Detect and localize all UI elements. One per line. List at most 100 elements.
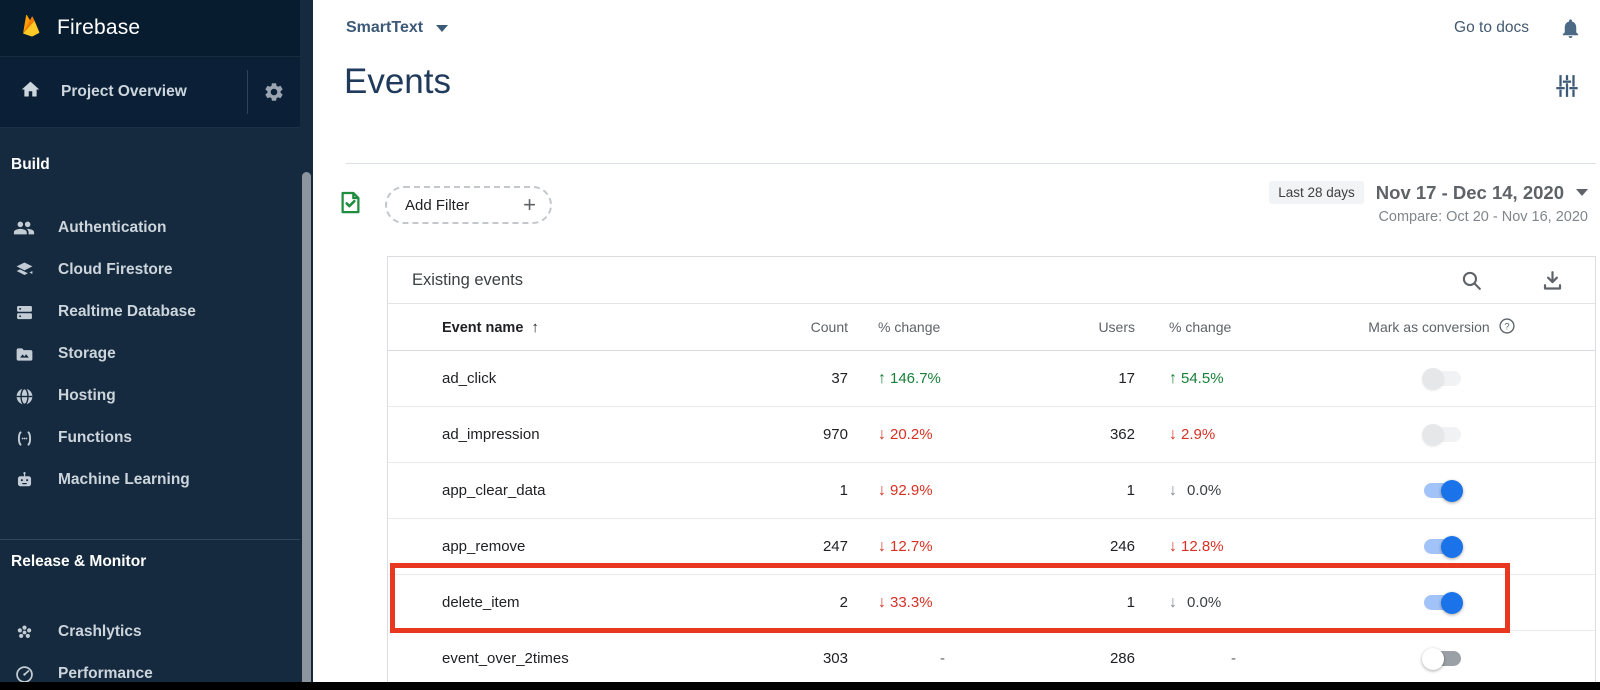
storage-folder-icon	[13, 343, 35, 365]
toggle-knob	[1421, 647, 1444, 670]
count-value: 303	[822, 650, 848, 667]
count-change: ↓ 12.7%	[878, 537, 933, 556]
firestore-icon	[13, 259, 35, 281]
event-name: ad_click	[442, 370, 497, 387]
help-question-icon[interactable]: ?	[1498, 317, 1516, 338]
database-icon	[13, 301, 35, 323]
toggle-knob	[1440, 591, 1463, 614]
go-to-docs-link[interactable]: Go to docs	[1454, 19, 1529, 36]
users-value: 286	[1109, 650, 1135, 667]
crashlytics-icon	[13, 621, 35, 643]
sort-ascending-icon[interactable]: ↑	[531, 318, 539, 336]
bottom-letterbox-bar	[0, 682, 1600, 690]
table-row: ad_impression 970 ↓ 20.2% 362 ↓ 2.9%	[388, 407, 1595, 463]
col-users: Users	[1098, 319, 1135, 335]
table-row: event_over_2times 303 - 286 -	[388, 631, 1595, 687]
project-overview-row[interactable]: Project Overview	[0, 57, 300, 128]
project-selector[interactable]: SmartText	[346, 19, 449, 37]
add-filter-button[interactable]: Add Filter +	[385, 186, 552, 224]
conversion-toggle[interactable]	[1421, 367, 1461, 390]
count-change: ↓ 92.9%	[878, 481, 933, 500]
table-row-highlighted: delete_item 2 ↓ 33.3% 1 ↓ 0.0%	[388, 575, 1595, 631]
sidebar-item-realtime-database[interactable]: Realtime Database	[0, 291, 300, 333]
users-change: ↑ 54.5%	[1169, 369, 1224, 388]
toggle-knob	[1440, 479, 1463, 502]
users-change: ↓ 12.8%	[1169, 537, 1224, 556]
sidebar-item-machine-learning[interactable]: Machine Learning	[0, 459, 300, 501]
col-users-change: % change	[1169, 319, 1232, 335]
col-mark-as-conversion: Mark as conversion	[1368, 319, 1490, 335]
section-label-build: Build	[11, 156, 50, 173]
trend-arrow-icon: ↓	[878, 537, 886, 555]
users-value: 1	[1126, 482, 1135, 499]
conversion-toggle[interactable]	[1423, 535, 1463, 558]
table-row: app_clear_data 1 ↓ 92.9% 1 ↓ 0.0%	[388, 463, 1595, 519]
brand-label: Firebase	[57, 16, 141, 39]
count-value: 247	[822, 538, 848, 555]
count-value: 970	[822, 426, 848, 443]
sidebar-item-hosting[interactable]: Hosting	[0, 375, 300, 417]
conversion-toggle[interactable]	[1423, 591, 1463, 614]
count-change: ↑ 146.7%	[878, 369, 941, 388]
sidebar-section-divider	[0, 539, 300, 540]
users-value: 1	[1126, 594, 1135, 611]
users-change: ↓ 2.9%	[1169, 425, 1216, 444]
toggle-knob	[1421, 367, 1444, 390]
data-quality-check-icon[interactable]	[337, 189, 364, 221]
toggle-knob	[1440, 535, 1463, 558]
sidebar-item-cloud-firestore[interactable]: Cloud Firestore	[0, 249, 300, 291]
sidebar-item-crashlytics[interactable]: Crashlytics	[0, 611, 300, 653]
sidebar-item-performance[interactable]: Performance	[0, 653, 300, 690]
users-change: ↓ 0.0%	[1169, 481, 1222, 500]
table-row: ad_click 37 ↑ 146.7% 17 ↑ 54.5%	[388, 351, 1595, 407]
scrollbar-thumb[interactable]	[302, 172, 311, 690]
header-divider	[346, 163, 1596, 164]
notifications-bell-icon[interactable]	[1559, 17, 1582, 40]
event-name: app_clear_data	[442, 482, 546, 499]
settings-gear-icon[interactable]	[248, 81, 300, 103]
count-change: -	[940, 650, 945, 667]
date-range-value[interactable]: Nov 17 - Dec 14, 2020	[1375, 181, 1564, 203]
home-icon	[20, 79, 41, 105]
svg-text:?: ?	[1504, 321, 1509, 331]
event-name: delete_item	[442, 594, 520, 611]
firebase-flame-icon	[18, 12, 45, 44]
table-row: app_remove 247 ↓ 12.7% 246 ↓ 12.8%	[388, 519, 1595, 575]
conversion-toggle[interactable]	[1421, 423, 1461, 446]
col-event-name: Event name	[442, 319, 524, 336]
col-count: Count	[810, 319, 848, 335]
trend-arrow-icon: ↓	[878, 593, 886, 611]
firebase-brand[interactable]: Firebase	[0, 0, 300, 57]
sidebar-item-storage[interactable]: Storage	[0, 333, 300, 375]
robot-icon	[13, 469, 35, 491]
trend-arrow-icon: ↓	[878, 481, 886, 499]
download-icon[interactable]	[1540, 268, 1565, 293]
users-value: 17	[1118, 370, 1135, 387]
users-value: 362	[1109, 426, 1135, 443]
trend-arrow-icon: ↓	[1169, 537, 1177, 555]
users-change: -	[1231, 650, 1236, 667]
tune-sliders-icon[interactable]	[1554, 73, 1580, 104]
compare-range: Compare: Oct 20 - Nov 16, 2020	[1378, 209, 1588, 225]
chevron-down-icon	[436, 24, 449, 32]
vertical-divider	[247, 70, 248, 114]
search-icon[interactable]	[1459, 268, 1484, 293]
conversion-toggle[interactable]	[1421, 647, 1461, 670]
page-title: Events	[344, 62, 451, 101]
card-titlebar: Existing events	[388, 257, 1595, 304]
trend-arrow-icon: ↓	[1169, 425, 1177, 443]
trend-arrow-icon: ↑	[878, 369, 886, 387]
section-label-release-monitor: Release & Monitor	[11, 553, 147, 570]
count-value: 2	[839, 594, 848, 611]
existing-events-card: Existing events Event name ↑ Count % chan…	[387, 256, 1596, 690]
chevron-down-icon[interactable]	[1576, 189, 1588, 196]
sidebar-item-functions[interactable]: Functions	[0, 417, 300, 459]
conversion-toggle[interactable]	[1423, 479, 1463, 502]
event-name: event_over_2times	[442, 650, 569, 667]
plus-icon: +	[523, 192, 536, 217]
users-change: ↓ 0.0%	[1169, 593, 1222, 612]
sidebar-scrollbar	[300, 0, 313, 690]
sidebar-item-authentication[interactable]: Authentication	[0, 207, 300, 249]
project-name: SmartText	[346, 19, 424, 36]
table-header-row: Event name ↑ Count % change Users % chang…	[388, 304, 1595, 351]
